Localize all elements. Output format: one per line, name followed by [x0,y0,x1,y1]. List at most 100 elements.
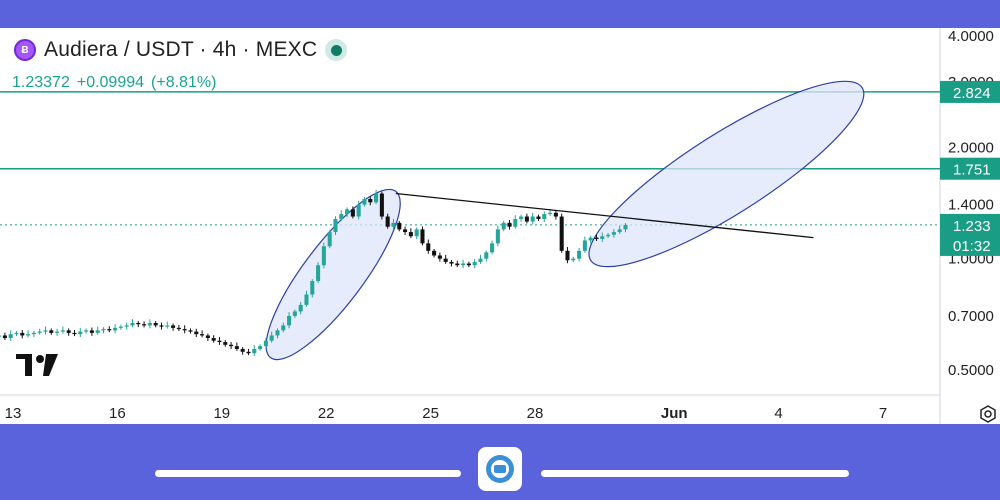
candle [513,215,518,229]
candle [84,328,89,334]
candle [130,319,135,328]
candle-body [577,250,582,259]
candle [420,226,425,246]
candle-body [113,327,118,331]
candle-body [107,329,112,331]
price-change: +0.09994 [76,74,145,91]
candle [20,330,25,339]
candle [536,214,541,221]
candle-body [78,331,83,335]
candle-body [461,263,466,266]
tradingview-logo-icon [16,354,58,376]
candle [426,239,431,254]
candle [524,213,529,224]
candle-body [37,331,42,333]
symbol-title[interactable]: Audiera / USDT · 4h · MEXC [44,38,318,61]
candle [385,213,390,229]
candle [594,234,599,241]
candle-body [536,216,541,220]
candle-body [606,234,611,237]
candle-body [420,229,425,244]
candle [275,328,280,339]
candle-body [449,261,454,264]
candle-body [548,212,553,215]
candle [66,328,71,336]
candle [258,344,263,351]
candle [571,256,576,263]
candle [72,330,77,337]
candle-body [60,330,65,332]
candle [234,342,239,351]
candle [327,230,332,249]
candle-body [136,322,141,325]
level-price-label: 1.751 [953,162,991,179]
candle [269,331,274,343]
level-label-bg [940,80,1000,103]
candle-body [490,243,495,253]
live-dot-icon [325,39,348,61]
candle [617,225,622,235]
candle [408,228,413,239]
candle [194,328,199,338]
highlight-ellipse-rally [265,188,401,361]
candle [350,206,355,219]
candle [490,240,495,255]
candle [31,330,36,338]
candle [118,324,123,330]
level-label-bg [940,157,1000,180]
y-tick-label: 2.0000 [948,139,994,156]
candle-body [281,325,286,331]
candle [501,220,506,232]
x-tick-label: 19 [213,405,230,422]
candle [519,214,524,222]
candle [26,330,31,338]
candle-body [507,222,512,227]
candle [107,326,112,333]
candle-body [408,232,413,237]
candle-body [211,338,216,341]
candle-body [513,219,518,227]
candle [223,340,228,347]
candle-body [362,198,367,205]
candle-body [153,322,158,326]
candle [55,328,60,336]
candle-body [455,263,460,266]
candle [188,328,193,334]
candle [14,330,19,337]
candle [403,226,408,235]
current-price: 1.23372 [12,74,70,91]
gear-icon[interactable] [980,405,996,423]
candle [2,332,7,340]
candle-body [246,351,251,354]
candle-body [379,193,384,217]
candle-body [124,325,129,327]
candle [240,347,245,355]
y-tick-label: 0.7000 [948,308,994,325]
candle-body [310,281,315,295]
candle [611,229,616,238]
candle-body [8,334,13,339]
candle [95,326,100,335]
resistance-trendline [395,192,814,239]
candle-body [432,250,437,256]
candle-body [165,325,170,327]
candle-body [559,216,564,251]
candle [339,210,344,221]
candle-body [466,263,471,266]
candle [437,252,442,262]
candle [374,189,379,205]
candle-body [339,214,344,220]
candle-body [118,326,123,328]
candle-body [484,252,489,259]
candle [310,279,315,298]
last-price-label-bg [940,213,1000,256]
candle-body [217,340,222,343]
candle-body [84,330,89,332]
candle [136,321,141,328]
candle [478,254,483,264]
candle-body [385,216,390,227]
candle-body [553,212,558,217]
candle-body [571,258,576,261]
candle [281,322,286,333]
price-chart: 4.00003.00002.00001.40001.00000.70000.50… [0,28,1000,424]
